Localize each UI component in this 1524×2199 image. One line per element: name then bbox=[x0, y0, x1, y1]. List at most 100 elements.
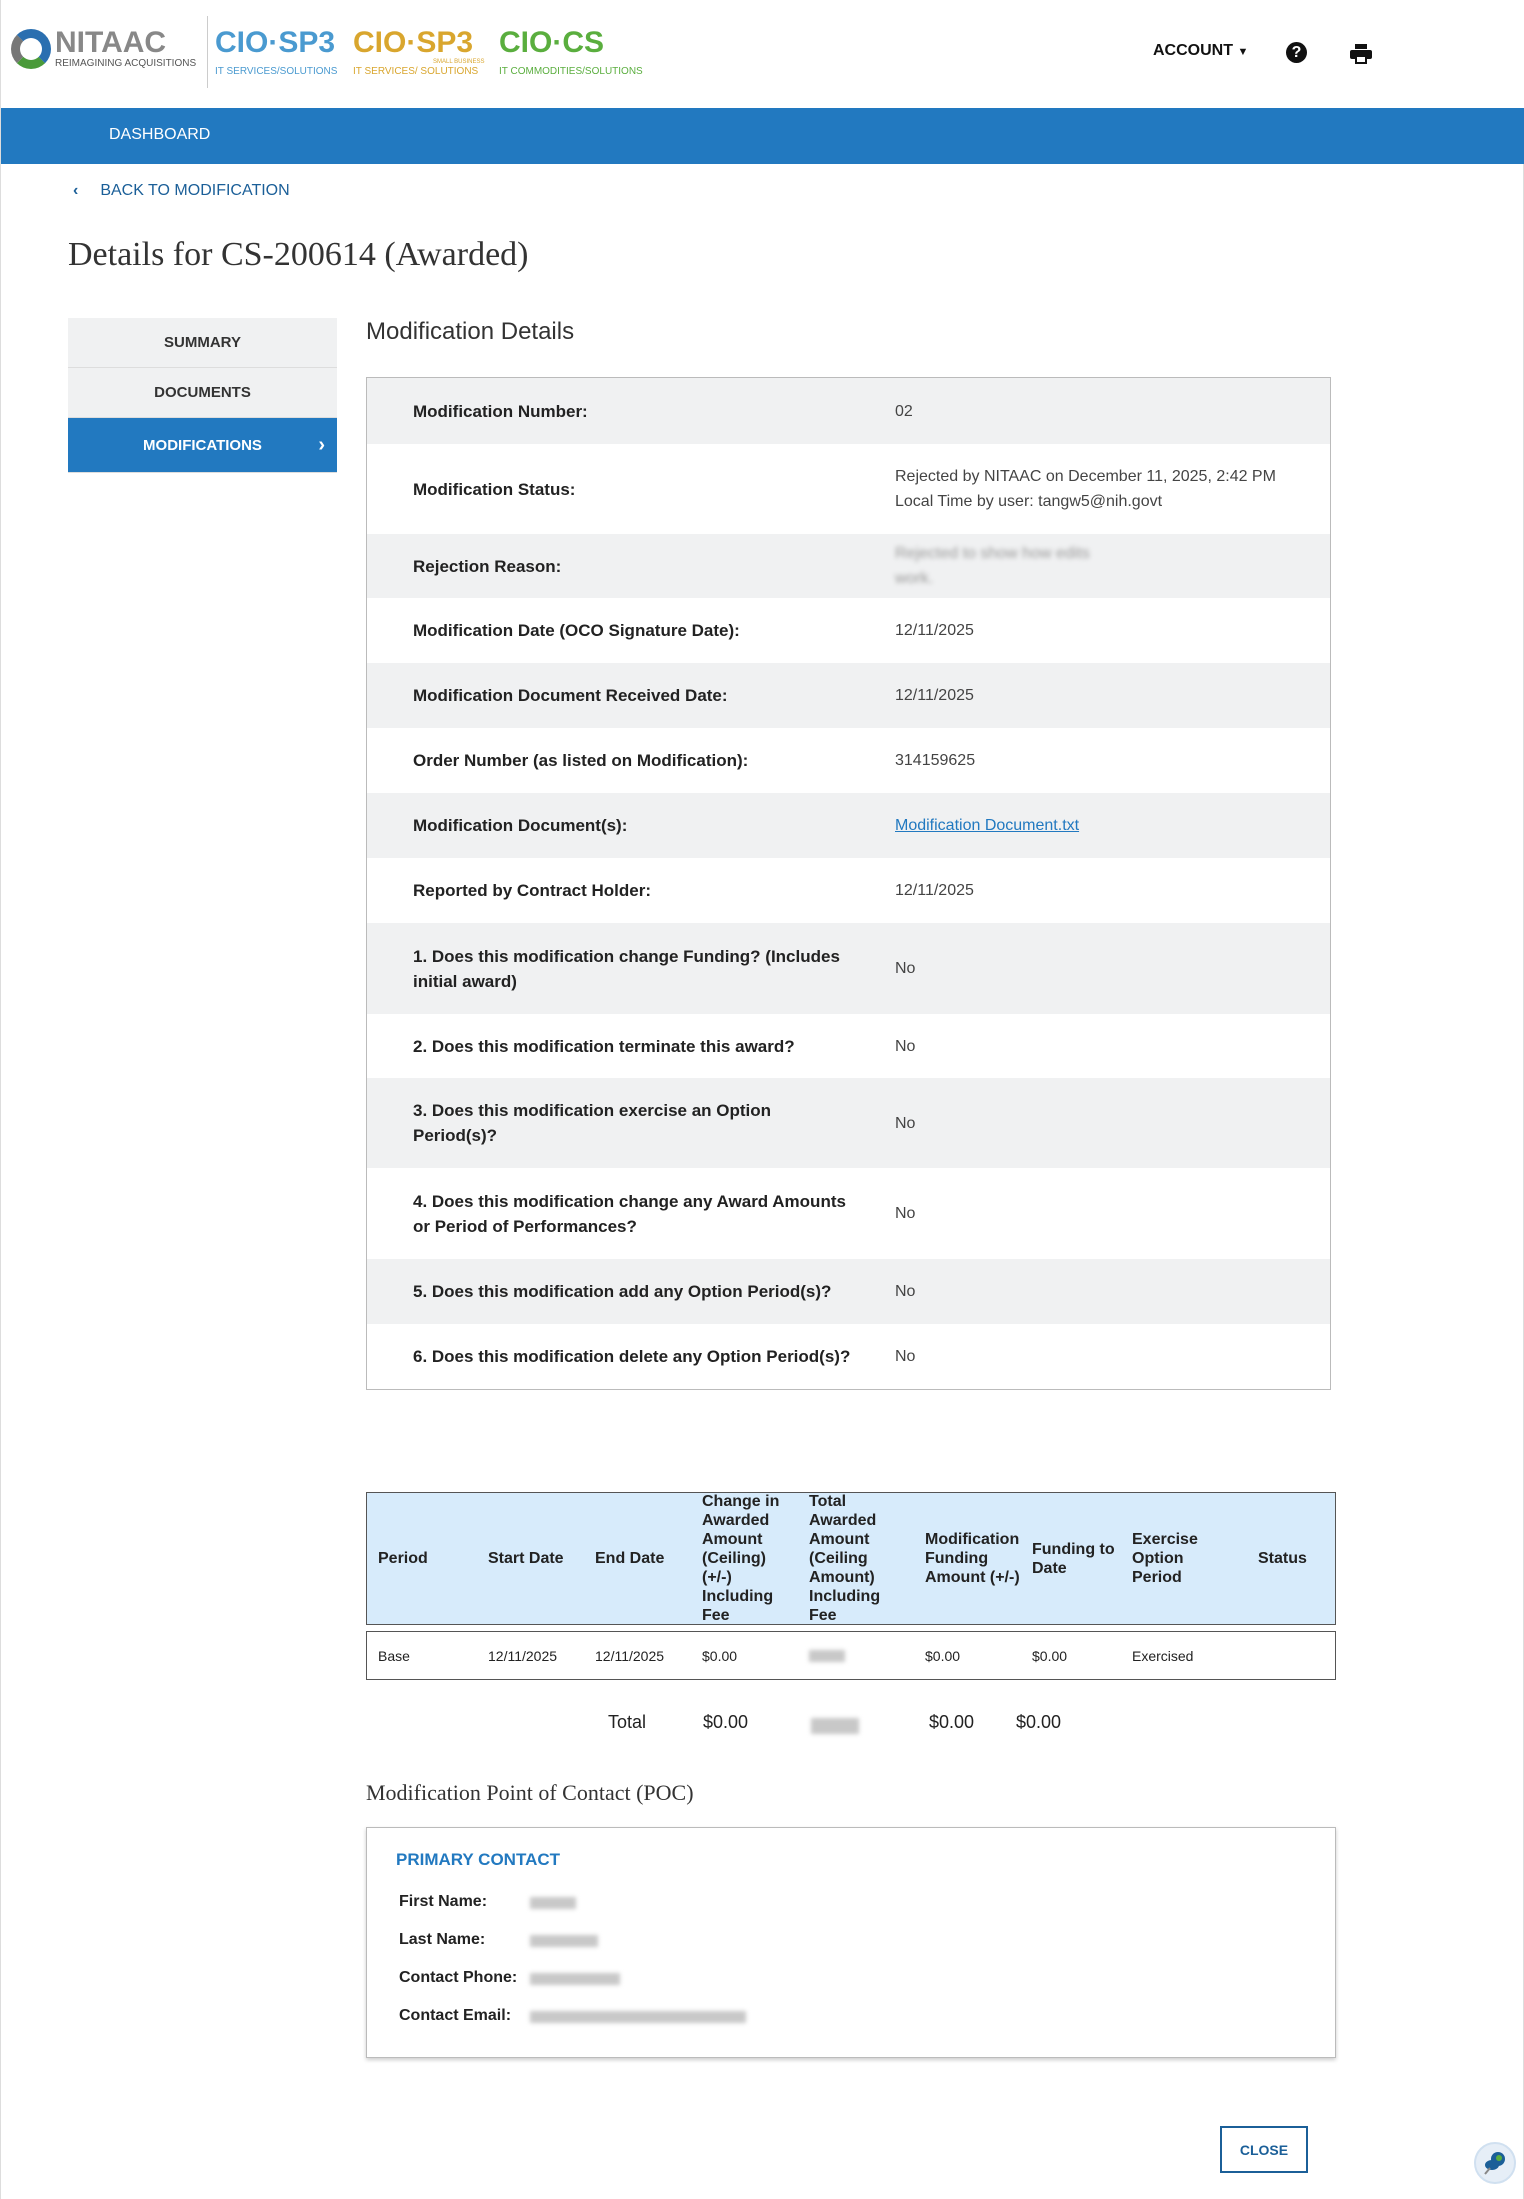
brand-name: CIO·SP3 bbox=[215, 26, 336, 59]
detail-label: 4. Does this modification change any Awa… bbox=[413, 1191, 846, 1236]
printer-icon[interactable] bbox=[1350, 44, 1372, 64]
column-header: Total Awarded Amount (Ceiling Amount) In… bbox=[809, 1493, 881, 1624]
table-cell bbox=[809, 1650, 845, 1662]
column-header: Period bbox=[378, 1550, 428, 1567]
pushpin-icon[interactable] bbox=[1474, 2142, 1516, 2184]
detail-value: No bbox=[895, 1114, 916, 1132]
detail-value: Modification Document.txt bbox=[895, 813, 1330, 838]
sidebar-item-modifications[interactable]: MODIFICATIONS › bbox=[68, 418, 337, 473]
nitaac-logo-icon bbox=[11, 28, 51, 69]
nav-dashboard[interactable]: DASHBOARD bbox=[109, 126, 211, 143]
periods-table: Period Start Date End Date Change in Awarde… bbox=[366, 1492, 1336, 1680]
modification-document-link[interactable]: Modification Document.txt bbox=[895, 817, 1080, 834]
account-label: ACCOUNT bbox=[1153, 42, 1233, 59]
table-cell: $0.00 bbox=[702, 1647, 738, 1664]
brand-cio-sp3-sb[interactable]: CIO·SP3 SMALL BUSINESS IT SERVICES/ SOLUTI… bbox=[353, 28, 484, 78]
detail-row: 1. Does this modification change Funding… bbox=[367, 923, 1330, 1014]
site-header: NITAAC REIMAGINING ACQUISITIONS CIO·SP3 I… bbox=[1, 0, 1524, 108]
detail-label: Reported by Contract Holder: bbox=[413, 881, 652, 900]
detail-label: Rejection Reason: bbox=[413, 556, 562, 576]
detail-label: Modification Status: bbox=[413, 479, 576, 499]
account-menu[interactable]: ACCOUNT ▼ bbox=[1153, 42, 1248, 60]
total-change: $0.00 bbox=[703, 1712, 749, 1732]
column-header: Funding to Date bbox=[1032, 1540, 1115, 1577]
detail-row: Order Number (as listed on Modification)… bbox=[367, 728, 1330, 793]
column-header: Exercise Option Period bbox=[1132, 1531, 1198, 1586]
sidebar-item-label: SUMMARY bbox=[164, 334, 241, 351]
table-row: Base 12/11/2025 12/11/2025 $0.00 $0.00 $0.00 E… bbox=[366, 1631, 1336, 1680]
detail-value: Rejected to show how edits work. bbox=[895, 541, 1330, 591]
chevron-left-icon: ‹ bbox=[73, 182, 79, 199]
detail-label: 6. Does this modification delete any Opt… bbox=[413, 1347, 851, 1366]
back-link-label: BACK TO MODIFICATION bbox=[100, 182, 290, 199]
detail-value: 02 bbox=[895, 402, 913, 420]
detail-value: No bbox=[895, 1283, 916, 1300]
redacted-total-awarded bbox=[811, 1718, 859, 1734]
section-heading: Modification Details bbox=[366, 318, 575, 345]
brand-sub: IT COMMODITIES/SOLUTIONS bbox=[499, 66, 643, 77]
detail-value: 12/11/2025 bbox=[895, 882, 974, 899]
sidebar-item-summary[interactable]: SUMMARY bbox=[68, 318, 337, 368]
sidebar-item-label: DOCUMENTS bbox=[154, 384, 251, 401]
table-cell: Exercised bbox=[1132, 1647, 1194, 1664]
logo-tagline: REIMAGINING ACQUISITIONS bbox=[55, 58, 197, 69]
contact-field-label: Last Name: bbox=[399, 1931, 486, 1948]
detail-value: 12/11/2025 bbox=[895, 622, 974, 639]
detail-value: No bbox=[895, 1348, 916, 1365]
detail-row: 6. Does this modification delete any Opt… bbox=[367, 1324, 1330, 1389]
redacted-contact-value bbox=[530, 1973, 620, 1985]
nitaac-logo[interactable]: NITAAC REIMAGINING ACQUISITIONS bbox=[11, 28, 196, 69]
detail-label: Modification Document(s): bbox=[413, 816, 628, 835]
poc-heading: Modification Point of Contact (POC) bbox=[366, 1780, 694, 1805]
table-cell: $0.00 bbox=[1032, 1647, 1068, 1664]
column-header: Change in Awarded Amount (Ceiling) (+/-)… bbox=[702, 1493, 780, 1624]
total-label: Total bbox=[608, 1712, 647, 1732]
total-funding-to-date: $0.00 bbox=[1016, 1712, 1062, 1732]
detail-label: 3. Does this modification exercise an Op… bbox=[413, 1101, 772, 1145]
brand-spacer bbox=[215, 58, 337, 66]
detail-row: Reported by Contract Holder: 12/11/2025 bbox=[367, 858, 1330, 923]
redacted-value: Rejected to show how edits work. bbox=[895, 545, 1090, 587]
table-cell: Base bbox=[378, 1647, 410, 1664]
column-header: Start Date bbox=[488, 1550, 564, 1567]
column-header: Status bbox=[1258, 1550, 1307, 1567]
detail-value: 12/11/2025 bbox=[895, 687, 974, 704]
detail-label: Modification Document Received Date: bbox=[413, 686, 728, 705]
brand-spacer bbox=[499, 58, 643, 66]
question-circle-icon[interactable]: ? bbox=[1286, 42, 1307, 63]
contact-field-label: First Name: bbox=[399, 1893, 488, 1910]
brand-cio-sp3[interactable]: CIO·SP3 IT SERVICES/SOLUTIONS bbox=[215, 28, 337, 78]
contact-field-label: Contact Phone: bbox=[399, 1969, 518, 1986]
redacted-contact-value bbox=[530, 1935, 598, 1947]
detail-value: 314159625 bbox=[895, 752, 976, 769]
detail-value: Rejected by NITAAC on December 11, 2025,… bbox=[895, 468, 1276, 510]
brand-name: CIO·CS bbox=[499, 26, 604, 59]
primary-contact-card: PRIMARY CONTACT First Name: Last Name: Con… bbox=[366, 1827, 1336, 2058]
column-header: End Date bbox=[595, 1550, 665, 1567]
detail-row: Modification Number: 02 bbox=[367, 378, 1330, 444]
sidebar: SUMMARY DOCUMENTS MODIFICATIONS › bbox=[68, 318, 337, 473]
table-cell: 12/11/2025 bbox=[488, 1647, 558, 1664]
brand-cio-cs[interactable]: CIO·CS IT COMMODITIES/SOLUTIONS bbox=[499, 28, 643, 78]
main-nav: DASHBOARD bbox=[1, 108, 1524, 164]
redacted-contact-value bbox=[530, 1897, 576, 1909]
total-mod-funding: $0.00 bbox=[929, 1712, 975, 1732]
detail-label: 2. Does this modification terminate this… bbox=[413, 1036, 795, 1056]
caret-down-icon: ▼ bbox=[1237, 46, 1249, 58]
detail-row: 5. Does this modification add any Option… bbox=[367, 1259, 1330, 1324]
brand-sub: IT SERVICES/ SOLUTIONS bbox=[353, 66, 479, 77]
detail-row: 2. Does this modification terminate this… bbox=[367, 1014, 1330, 1078]
close-button[interactable]: CLOSE bbox=[1220, 2126, 1308, 2173]
brand-extra: SMALL BUSINESS bbox=[433, 59, 485, 65]
sidebar-item-label: MODIFICATIONS bbox=[143, 436, 262, 454]
brand-sub: IT SERVICES/SOLUTIONS bbox=[215, 66, 338, 77]
logo-text: NITAAC bbox=[55, 26, 167, 59]
detail-value: No bbox=[895, 960, 916, 977]
detail-label: Modification Date (OCO Signature Date): bbox=[413, 621, 740, 640]
detail-label: 5. Does this modification add any Option… bbox=[413, 1282, 832, 1301]
detail-value: No bbox=[895, 1205, 916, 1222]
table-cell: $0.00 bbox=[925, 1647, 961, 1664]
back-to-modification-link[interactable]: ‹ BACK TO MODIFICATION bbox=[73, 182, 290, 200]
sidebar-item-documents[interactable]: DOCUMENTS bbox=[68, 368, 337, 418]
table-cell: 12/11/2025 bbox=[595, 1647, 665, 1664]
